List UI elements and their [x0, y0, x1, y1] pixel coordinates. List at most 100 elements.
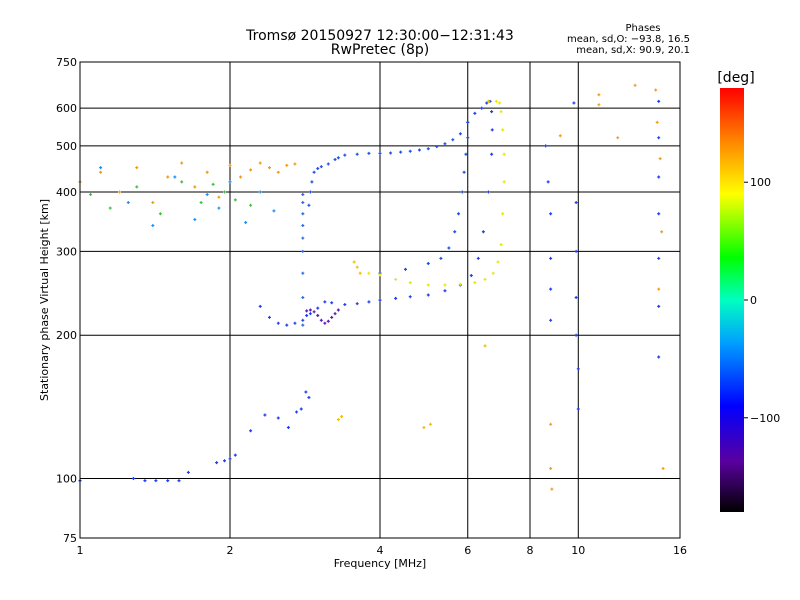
data-point [491, 271, 495, 275]
data-point [657, 287, 661, 291]
data-point [108, 206, 112, 210]
data-point [574, 201, 578, 205]
data-point [435, 145, 439, 149]
y-axis-ticks: 75 100 200 300 400 500 600 750 [56, 56, 77, 545]
data-point [476, 256, 480, 260]
data-point [464, 152, 468, 156]
data-point [660, 230, 664, 234]
data-point [343, 303, 347, 307]
data-point [89, 193, 93, 197]
data-point [657, 136, 661, 140]
data-point [263, 413, 267, 417]
data-point [205, 193, 209, 197]
plot-frame [79, 61, 681, 539]
data-point [633, 83, 637, 87]
data-point [473, 111, 477, 115]
data-point [323, 321, 327, 325]
data-point [285, 323, 289, 327]
data-point [502, 180, 506, 184]
data-point [657, 175, 661, 179]
x-tick-label: 16 [673, 544, 687, 557]
data-point [276, 321, 280, 325]
data-point [661, 466, 665, 470]
data-point [549, 212, 553, 216]
data-point [305, 314, 309, 318]
data-point [215, 461, 219, 465]
data-point [460, 190, 464, 194]
data-series [336, 99, 490, 429]
data-point [655, 120, 659, 124]
data-point [143, 479, 147, 483]
data-point [233, 198, 237, 202]
data-point [378, 151, 382, 155]
data-point [117, 190, 121, 194]
data-series [367, 99, 506, 287]
data-point [276, 170, 280, 174]
data-point [352, 260, 356, 264]
y-tick-label: 750 [56, 56, 77, 69]
data-point [657, 212, 661, 216]
data-point [417, 148, 421, 152]
data-point [193, 185, 197, 189]
data-point [367, 151, 371, 155]
data-point [285, 163, 289, 167]
data-point [249, 168, 253, 172]
data-series [307, 120, 470, 207]
data-point [394, 296, 398, 300]
data-series [78, 161, 297, 205]
data-point [355, 302, 359, 306]
data-point [295, 410, 299, 414]
data-point [498, 101, 502, 105]
data-point [301, 318, 305, 322]
data-point [657, 304, 661, 308]
data-point [180, 180, 184, 184]
data-point [408, 281, 412, 285]
data-point [249, 429, 253, 433]
data-point [443, 289, 447, 293]
data-point [301, 323, 305, 327]
data-point [307, 203, 311, 207]
data-point [323, 300, 327, 304]
data-point [299, 407, 303, 411]
data-point [293, 321, 297, 325]
data-point [126, 201, 130, 205]
chart-title: Tromsø 20150927 12:30:00−12:31:43 [245, 28, 514, 44]
data-point [490, 152, 494, 156]
data-series [305, 308, 340, 325]
data-point [326, 319, 330, 323]
data-point [205, 170, 209, 174]
data-point [307, 395, 311, 399]
data-point [473, 281, 477, 285]
data-point [199, 201, 203, 205]
data-point [443, 283, 447, 287]
data-point [211, 182, 215, 186]
data-point [304, 390, 308, 394]
data-point [549, 318, 553, 322]
data-point [249, 203, 253, 207]
data-point [403, 267, 407, 271]
data-point [336, 156, 340, 160]
data-point [481, 230, 485, 234]
y-tick-label: 400 [56, 186, 77, 199]
data-point [355, 152, 359, 156]
data-point [426, 283, 430, 287]
data-series [544, 99, 661, 411]
chart-subtitle: RwPretec (8p) [331, 42, 429, 58]
x-axis-label: Frequency [MHz] [334, 557, 426, 570]
data-point [466, 136, 470, 140]
data-point [267, 166, 271, 170]
data-point [158, 212, 162, 216]
data-point [486, 190, 490, 194]
data-point [286, 425, 290, 429]
data-point [180, 161, 184, 165]
data-point [486, 99, 490, 103]
data-point [99, 166, 103, 170]
x-tick-label: 2 [227, 544, 234, 557]
data-point [485, 101, 489, 105]
plot-data [78, 83, 665, 491]
data-point [330, 315, 334, 319]
data-point [333, 157, 337, 161]
data-point [657, 99, 661, 103]
data-point [301, 249, 305, 253]
